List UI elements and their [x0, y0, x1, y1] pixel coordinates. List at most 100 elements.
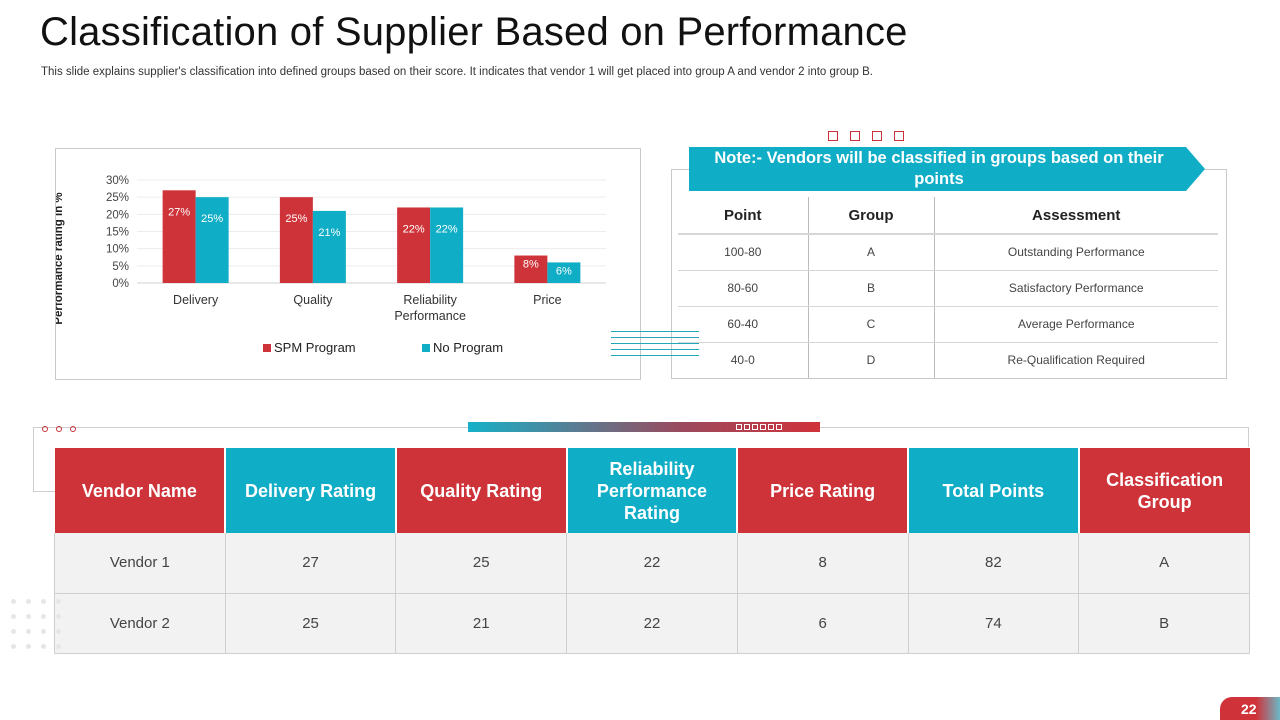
data-label: 22% — [403, 223, 425, 235]
page-subtitle: This slide explains supplier's classific… — [41, 66, 873, 78]
y-tick-label: 30% — [106, 175, 129, 187]
performance-bar-chart: 0% 5% 10% 15% 20% 25% 30% Performance rating in… — [56, 175, 606, 355]
vendor-header-price: Price Rating — [737, 448, 910, 533]
points-cell: 60-40 — [678, 306, 808, 343]
decor-square — [872, 131, 882, 141]
vendor-cell: 6 — [737, 593, 909, 654]
y-tick-label: 10% — [106, 244, 129, 256]
vendor-cell: 22 — [566, 533, 738, 594]
points-row: 60-40 C Average Performance — [678, 306, 1218, 343]
data-label: 25% — [285, 213, 307, 225]
points-cell: Re-Qualification Required — [933, 342, 1218, 378]
decor-square — [752, 424, 758, 430]
decor-line — [611, 337, 699, 338]
legend-swatch — [422, 344, 430, 352]
decorative-squares — [828, 131, 904, 141]
vendor-cell: 21 — [395, 593, 568, 654]
decor-square — [850, 131, 860, 141]
y-tick-label: 25% — [106, 192, 129, 204]
vendor-header-row: Vendor Name Delivery Rating Quality Rati… — [54, 448, 1250, 533]
points-cell: Satisfactory Performance — [933, 270, 1218, 307]
note-text: Note:- Vendors will be classified in gro… — [714, 149, 1164, 188]
vendor-row: Vendor 1 27 25 22 8 82 A — [54, 533, 1250, 594]
points-header-assessment: Assessment — [933, 197, 1218, 235]
points-cell: D — [807, 342, 934, 378]
decor-square — [776, 424, 782, 430]
gradient-bar-squares — [736, 424, 782, 430]
points-header-group: Group — [807, 197, 934, 235]
points-cell: Average Performance — [933, 306, 1218, 343]
x-tick-label: Quality — [293, 293, 333, 307]
vendor-table: Vendor Name Delivery Rating Quality Rati… — [54, 448, 1250, 654]
bar-no-program — [312, 210, 346, 283]
points-cell: B — [807, 270, 934, 307]
vendor-cell: 27 — [225, 533, 397, 594]
decor-dot — [42, 426, 48, 432]
decor-line — [611, 343, 699, 344]
decor-square — [736, 424, 742, 430]
vendor-cell: 25 — [395, 533, 568, 594]
bar-no-program — [195, 197, 229, 283]
legend-label: No Program — [433, 340, 503, 355]
vendor-cell: Vendor 1 — [54, 533, 226, 594]
vendor-cell: 82 — [908, 533, 1080, 594]
y-tick-label: 20% — [106, 209, 129, 221]
frame-line — [1248, 427, 1249, 447]
points-cell: 80-60 — [678, 270, 808, 307]
data-label: 22% — [436, 223, 458, 235]
legend-swatch — [263, 344, 271, 352]
x-tick-label: Reliability — [403, 293, 457, 307]
note-banner: Note:- Vendors will be classified in gro… — [689, 147, 1205, 191]
page-number: 22 — [1220, 697, 1280, 720]
decor-square — [894, 131, 904, 141]
decor-line — [611, 331, 699, 332]
chart-panel: 0% 5% 10% 15% 20% 25% 30% Performance rating in… — [55, 148, 641, 380]
bar-spm-program — [397, 207, 431, 283]
decor-square — [828, 131, 838, 141]
bar-spm-program — [162, 190, 196, 283]
vendor-row: Vendor 2 25 21 22 6 74 B — [54, 593, 1250, 654]
y-tick-label: 5% — [112, 261, 129, 273]
vendor-cell: Vendor 2 — [54, 593, 226, 654]
points-table: Point Group Assessment 100-80 A Outstand… — [678, 197, 1218, 378]
x-tick-label: Delivery — [173, 293, 219, 307]
points-cell: Outstanding Performance — [933, 234, 1218, 271]
data-label: 21% — [318, 227, 340, 239]
vendor-header-quality: Quality Rating — [395, 448, 568, 533]
page-title: Classification of Supplier Based on Perf… — [40, 10, 908, 54]
vendor-header-group: Classification Group — [1078, 448, 1250, 533]
points-row: 80-60 B Satisfactory Performance — [678, 270, 1218, 307]
decor-dot — [56, 426, 62, 432]
vendor-cell: A — [1078, 533, 1250, 594]
bar-no-program — [547, 262, 581, 283]
frame-line — [33, 491, 55, 492]
vendor-cell: B — [1078, 593, 1250, 654]
decorative-lines — [611, 331, 699, 361]
vendor-header-reliability: Reliability Performance Rating — [566, 448, 739, 533]
vendor-cell: 22 — [566, 593, 738, 654]
y-axis-label: Performance rating in % — [56, 192, 65, 324]
note-banner-shape — [689, 147, 1205, 191]
gradient-bar — [468, 422, 820, 432]
points-row: 100-80 A Outstanding Performance — [678, 234, 1218, 271]
bar-spm-program — [279, 197, 313, 283]
y-tick-label: 0% — [112, 278, 129, 290]
bar-spm-program — [514, 255, 548, 283]
vendor-header-name: Vendor Name — [54, 448, 227, 533]
data-label: 6% — [556, 265, 572, 277]
bar-no-program — [430, 207, 464, 283]
legend-label: SPM Program — [274, 340, 356, 355]
frame-line — [33, 427, 34, 492]
decorative-dots — [42, 426, 76, 432]
x-tick-label: Price — [533, 293, 562, 307]
decor-dot — [70, 426, 76, 432]
points-cell: C — [807, 306, 934, 343]
decor-line — [611, 349, 699, 350]
vendor-cell: 8 — [737, 533, 909, 594]
points-cell: A — [807, 234, 934, 271]
data-label: 25% — [201, 213, 223, 225]
vendor-header-delivery: Delivery Rating — [225, 448, 397, 533]
vendor-header-total: Total Points — [908, 448, 1080, 533]
decor-square — [760, 424, 766, 430]
points-cell: 40-0 — [730, 353, 755, 368]
